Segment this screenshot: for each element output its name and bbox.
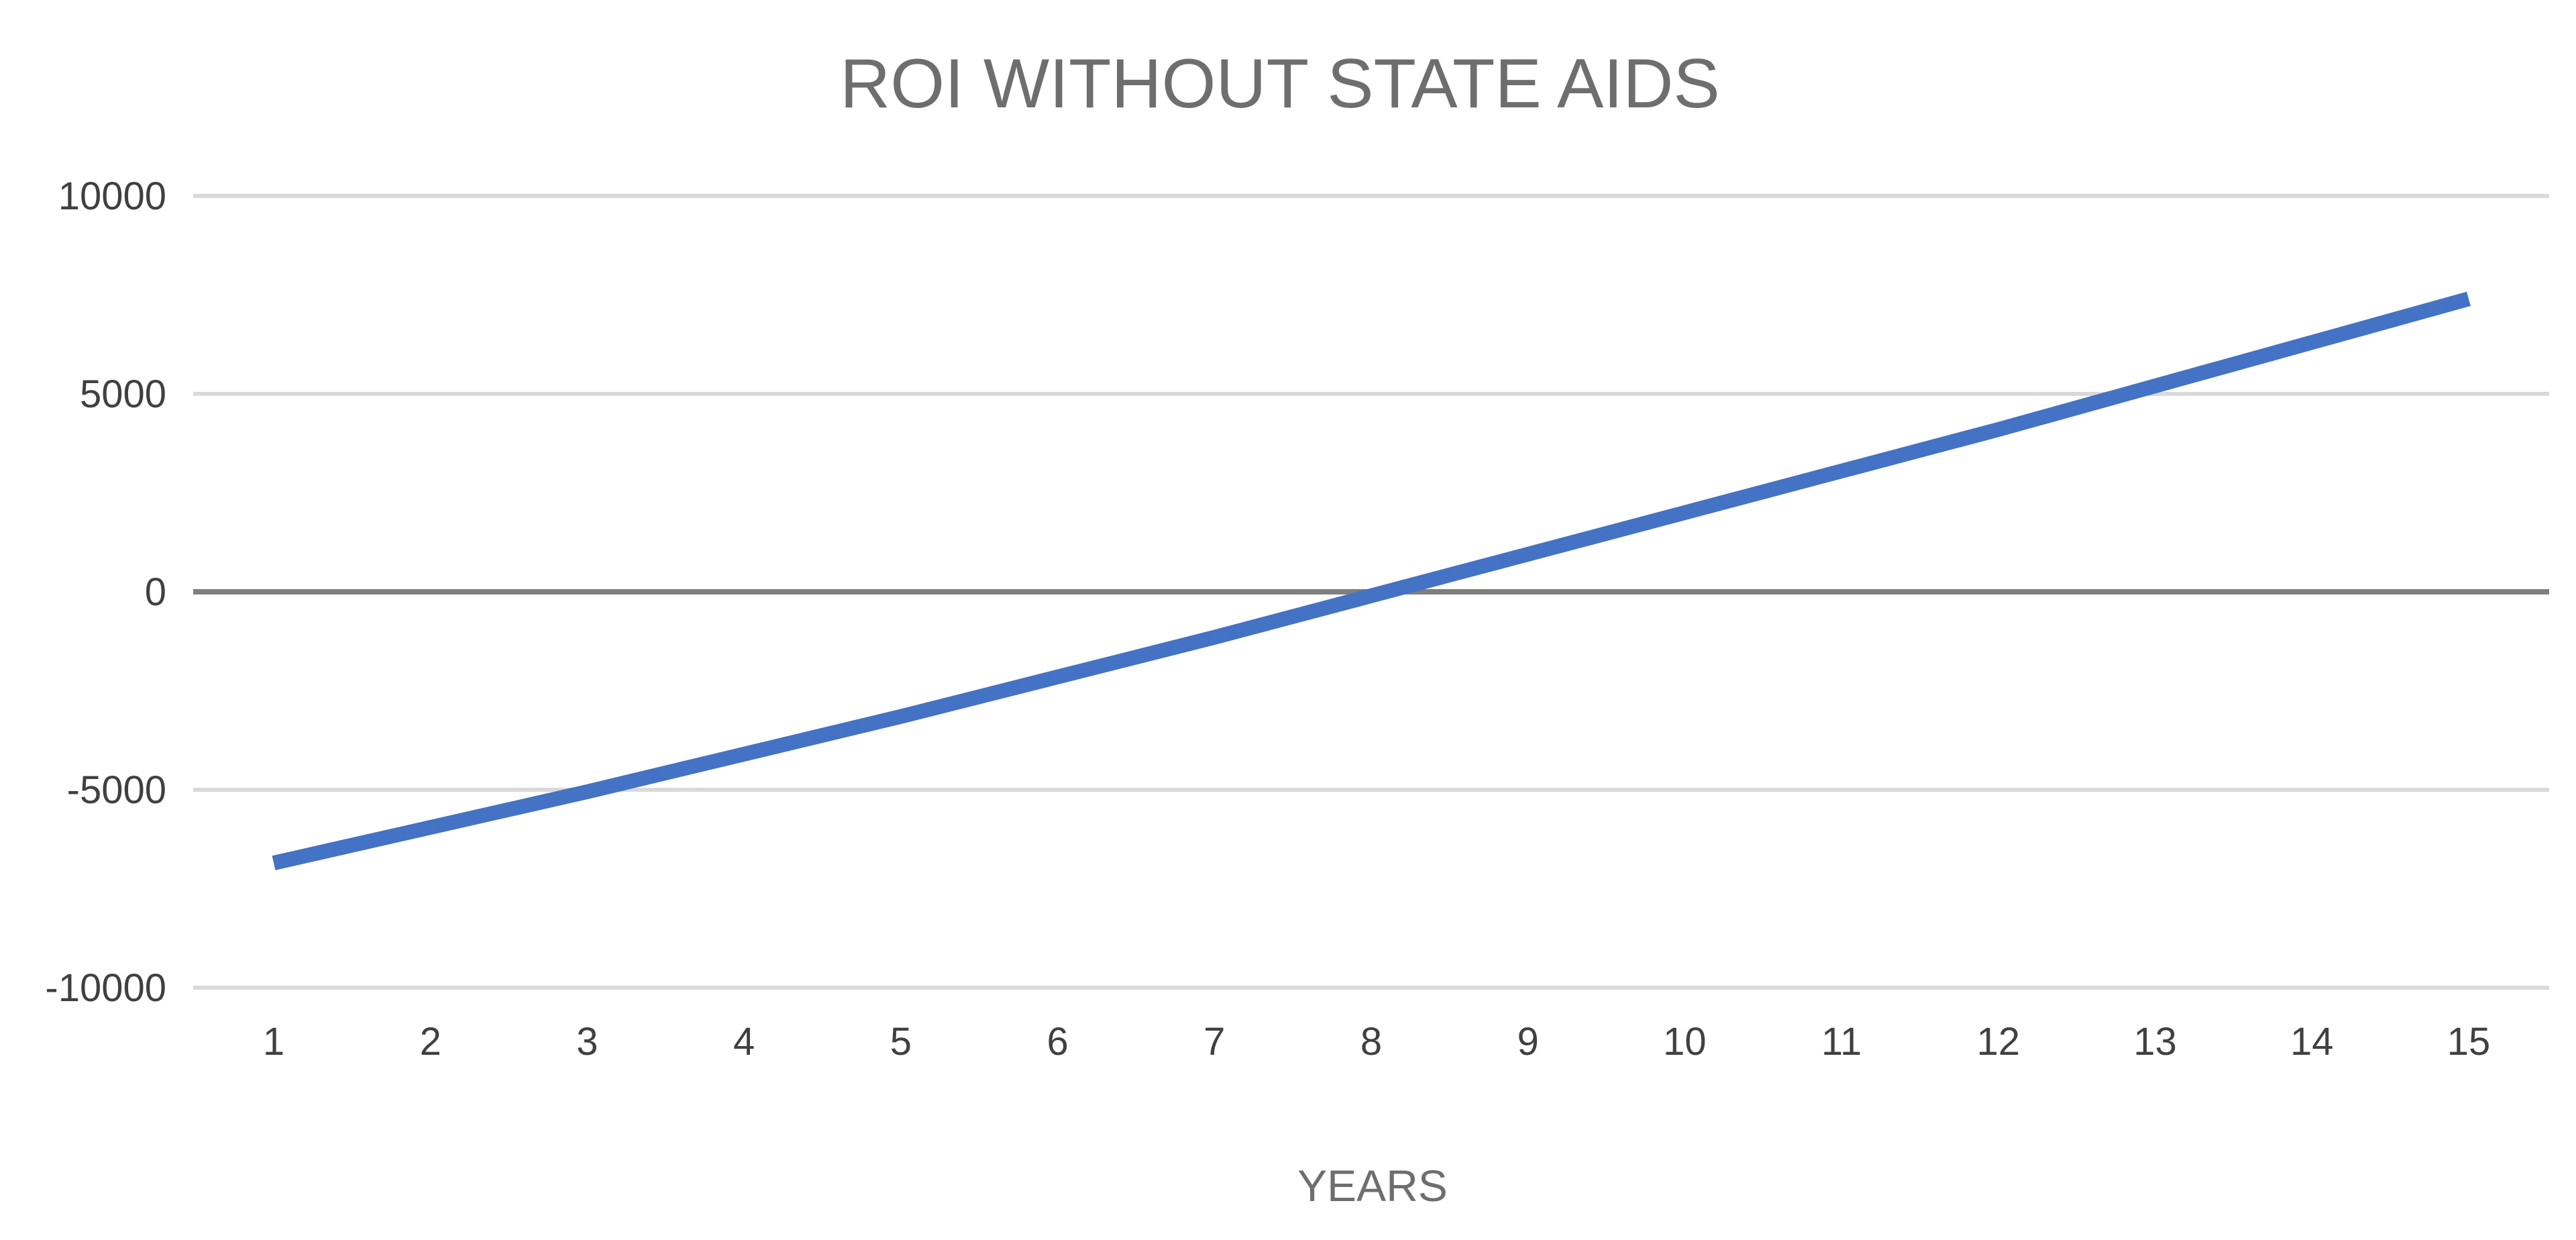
data-point <box>2155 385 2156 386</box>
y-tick-label: -10000 <box>45 966 166 1010</box>
data-point <box>1527 554 1529 555</box>
y-tick-label: 0 <box>145 570 166 614</box>
x-tick-label: 6 <box>1046 1020 1068 1064</box>
data-point <box>900 716 902 717</box>
y-tick-label: -5000 <box>67 768 166 812</box>
x-tick-labels: 1 2 3 4 5 6 7 8 9 10 11 12 13 14 15 <box>263 1020 2490 1064</box>
x-tick-label: 3 <box>576 1020 598 1064</box>
x-tick-label: 8 <box>1360 1020 1382 1064</box>
x-tick-label: 4 <box>733 1020 755 1064</box>
data-point <box>2311 342 2312 343</box>
x-tick-label: 7 <box>1203 1020 1225 1064</box>
x-tick-label: 5 <box>890 1020 912 1064</box>
data-point <box>1214 637 1215 638</box>
x-tick-label: 2 <box>420 1020 441 1064</box>
chart-title: ROI WITHOUT STATE AIDS <box>840 45 1720 123</box>
data-point <box>1684 512 1685 513</box>
x-tick-label: 10 <box>1663 1020 1707 1064</box>
y-tick-labels: 10000 5000 0 -5000 -10000 <box>45 174 166 1010</box>
x-tick-label: 14 <box>2290 1020 2334 1064</box>
series-line <box>272 291 2471 870</box>
data-point <box>586 791 588 792</box>
y-tick-label: 5000 <box>80 372 166 416</box>
x-tick-label: 11 <box>1821 1020 1862 1064</box>
data-point <box>1371 595 1372 597</box>
data-point <box>1057 676 1059 678</box>
data-point <box>743 754 745 755</box>
x-axis-label: YEARS <box>1297 1161 1448 1210</box>
series-group <box>272 291 2471 870</box>
data-point <box>273 862 274 864</box>
data-point <box>1998 429 1999 430</box>
x-tick-label: 15 <box>2447 1020 2491 1064</box>
x-tick-label: 13 <box>2133 1020 2177 1064</box>
data-point <box>430 827 431 828</box>
y-tick-label: 10000 <box>58 174 166 218</box>
x-tick-label: 12 <box>1977 1020 2021 1064</box>
x-tick-label: 9 <box>1517 1020 1539 1064</box>
data-point <box>1841 470 1842 472</box>
x-tick-label: 1 <box>263 1020 284 1064</box>
data-point <box>2468 298 2469 299</box>
